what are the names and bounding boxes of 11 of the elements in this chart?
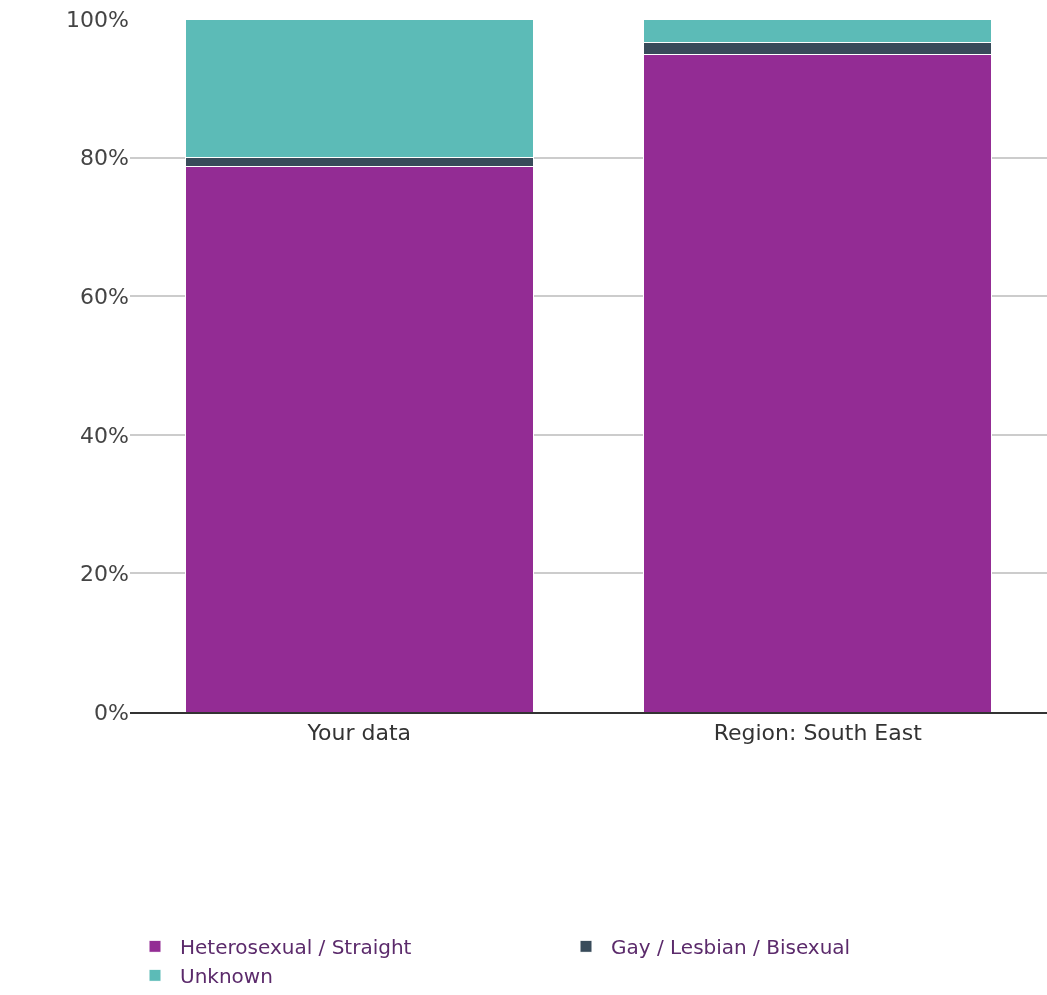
legend-label: Gay / Lesbian / Bisexual	[611, 935, 851, 960]
y-tick-label: 100%	[66, 6, 129, 32]
y-tick-label: 80%	[80, 145, 129, 171]
x-tick-label: Region: South East	[713, 720, 923, 746]
x-tick-label: Your data	[306, 720, 412, 746]
y-tick-label: 40%	[80, 422, 129, 448]
y-tick-label: 20%	[80, 561, 129, 587]
y-tick-label: 0%	[94, 699, 129, 725]
y-tick-label: 60%	[80, 283, 129, 309]
legend-label: Heterosexual / Straight	[180, 935, 412, 960]
legend-label: Unknown	[180, 964, 273, 989]
